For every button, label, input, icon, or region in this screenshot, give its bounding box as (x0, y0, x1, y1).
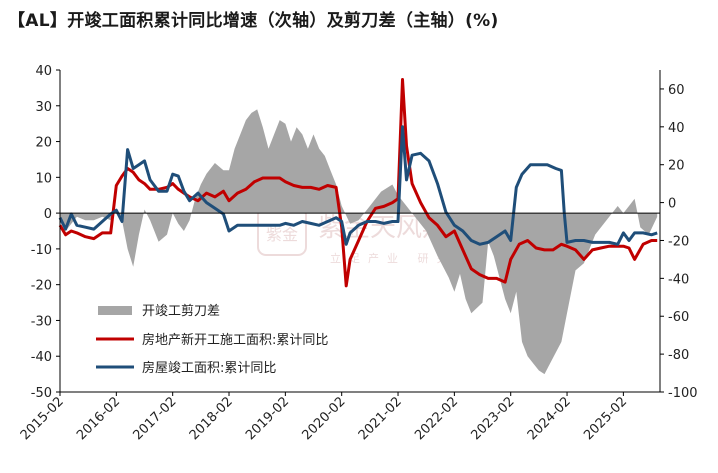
right-axis-tick-label: 0 (668, 197, 676, 212)
x-axis-tick-label: 2025-02 (581, 394, 630, 443)
legend-label-new-starts: 房地产新开工施工面积:累计同比 (142, 332, 328, 348)
x-axis-tick-label: 2015-02 (18, 394, 67, 443)
legend-label-scissors: 开竣工剪刀差 (142, 303, 220, 319)
watermark-logo-text: 紫金 (266, 225, 298, 244)
right-axis-tick-label: -60 (668, 310, 689, 325)
left-axis-tick-label: -10 (31, 243, 52, 258)
right-axis-tick-label: -40 (668, 272, 689, 287)
series-line-completed (58, 125, 658, 246)
right-axis-tick-label: 60 (668, 83, 685, 98)
watermark-sub: 立足产业 研究 (330, 251, 456, 265)
chart-title: 【AL】开竣工面积累计同比增速（次轴）及剪刀差（主轴）(%) (8, 11, 499, 31)
x-axis-tick-label: 2018-02 (187, 394, 236, 443)
left-axis-tick-label: 20 (35, 136, 52, 151)
right-axis-tick-label: 40 (668, 121, 685, 136)
left-axis-tick-label: 0 (44, 207, 52, 222)
legend: 开竣工剪刀差 房地产新开工施工面积:累计同比 房屋竣工面积:累计同比 (96, 303, 328, 376)
legend-swatch-scissors (98, 306, 132, 315)
x-axis-tick-label: 2023-02 (469, 394, 518, 443)
x-axis-tick-label: 2022-02 (412, 394, 461, 443)
left-axis-tick-label: -40 (31, 350, 52, 365)
left-axis-tick-label: -20 (31, 279, 52, 294)
x-axis-tick-label: 2024-02 (525, 394, 574, 443)
left-axis-tick-label: 10 (35, 171, 52, 186)
right-axis-tick-label: -100 (668, 386, 698, 401)
right-axis-tick-label: -80 (668, 348, 689, 363)
left-axis-tick-label: 30 (35, 100, 52, 115)
series-line-new-starts (58, 78, 658, 288)
x-axis-tick-label: 2017-02 (130, 394, 179, 443)
x-axis-tick-label: 2019-02 (243, 394, 292, 443)
left-axis-tick-label: -50 (31, 386, 52, 401)
plot-area (58, 78, 658, 375)
left-axis-tick-label: -30 (31, 314, 52, 329)
right-axis-tick-label: 20 (668, 159, 685, 174)
series-area-scissors (60, 109, 658, 375)
left-axis-tick-label: 40 (35, 64, 52, 79)
x-axis-tick-label: 2016-02 (74, 394, 123, 443)
x-axis-tick-label: 2020-02 (299, 394, 348, 443)
right-axis-tick-label: -20 (668, 234, 689, 249)
legend-label-completed: 房屋竣工面积:累计同比 (142, 360, 276, 376)
x-axis-tick-label: 2021-02 (356, 394, 405, 443)
